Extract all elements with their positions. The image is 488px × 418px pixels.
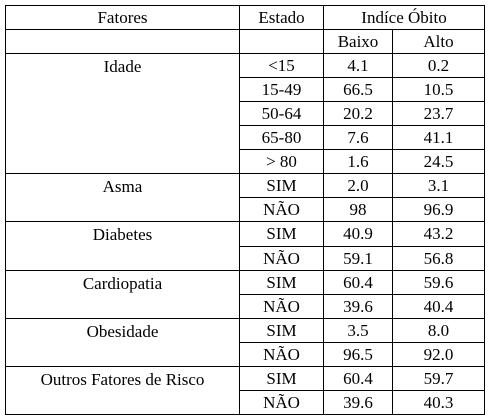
subheader-row: Baixo Alto	[5, 29, 486, 54]
subheader-empty-estado	[239, 29, 324, 54]
alto-cell: 3.1	[391, 173, 486, 199]
factor-cell: Obesidade	[5, 317, 240, 367]
alto-cell: 24.5	[391, 149, 486, 175]
subheader-empty-fatores	[5, 29, 240, 54]
alto-cell: 59.7	[391, 365, 486, 391]
alto-cell: 96.9	[391, 197, 486, 223]
alto-cell: 59.6	[391, 269, 486, 295]
table-row: Diabetes SIM 40.9 43.2	[5, 221, 486, 271]
header-indice-obito: Indíce Óbito	[322, 5, 486, 30]
table-row: 15-49 66.5 10.5	[6, 77, 486, 103]
header-estado: Estado	[239, 5, 324, 30]
baixo-cell: 3.5	[323, 317, 393, 343]
estado-cell: NÃO	[239, 293, 324, 319]
table-row: NÃO 98 96.9	[6, 197, 486, 223]
table-body: Idade <15 4.1 0.2 15-49 66.5 10.5 50-64 20.2 23.7…	[5, 52, 486, 416]
baixo-cell: 2.0	[323, 173, 393, 199]
estado-cell: SIM	[239, 365, 324, 391]
estado-cell: <15	[239, 52, 324, 79]
factor-cell: Cardiopatia	[5, 269, 240, 319]
estado-cell: NÃO	[239, 197, 324, 223]
baixo-cell: 4.1	[323, 52, 393, 79]
header-baixo: Baixo	[323, 29, 393, 54]
table-row: Obesidade SIM 3.5 8.0	[5, 317, 486, 367]
table-row: Asma SIM 2.0 3.1	[5, 173, 486, 223]
factor-cell: Asma	[5, 173, 240, 223]
estado-cell: 65-80	[239, 125, 324, 151]
alto-cell: 0.2	[391, 52, 486, 79]
estado-cell: SIM	[239, 221, 324, 247]
table-row: Idade <15 4.1 0.2	[5, 52, 486, 175]
alto-cell: 41.1	[391, 125, 486, 151]
alto-cell: 40.4	[391, 293, 486, 319]
factor-cell: Diabetes	[5, 221, 240, 271]
estado-cell: 50-64	[239, 101, 324, 127]
baixo-cell: 96.5	[323, 341, 393, 367]
estado-cell: SIM	[239, 317, 324, 343]
estado-cell: NÃO	[239, 245, 324, 271]
header-alto: Alto	[391, 29, 486, 54]
estado-cell: > 80	[239, 149, 324, 175]
baixo-cell: 59.1	[323, 245, 393, 271]
alto-cell: 56.8	[391, 245, 486, 271]
table-row: 50-64 20.2 23.7	[6, 101, 486, 127]
factor-cell: Outros Fatores de Risco	[5, 365, 240, 416]
baixo-cell: 66.5	[323, 77, 393, 103]
estado-cell: SIM	[239, 173, 324, 199]
table-row: NÃO 96.5 92.0	[6, 341, 486, 367]
baixo-cell: 7.6	[323, 125, 393, 151]
baixo-cell: 60.4	[323, 365, 393, 391]
alto-cell: 10.5	[391, 77, 486, 103]
estado-cell: 15-49	[239, 77, 324, 103]
header-row: Fatores Estado Indíce Óbito	[5, 5, 486, 30]
table-row: NÃO 59.1 56.8	[6, 245, 486, 271]
baixo-cell: 40.9	[323, 221, 393, 247]
header-fatores: Fatores	[5, 5, 240, 30]
alto-cell: 40.3	[391, 389, 486, 416]
estado-cell: NÃO	[239, 341, 324, 367]
baixo-cell: 20.2	[323, 101, 393, 127]
baixo-cell: 98	[323, 197, 393, 223]
risk-factors-table: Fatores Estado Indíce Óbito Baixo Alto I…	[5, 5, 486, 416]
table-row: Cardiopatia SIM 60.4 59.6	[5, 269, 486, 319]
table-row: 65-80 7.6 41.1	[6, 125, 486, 151]
table-row: NÃO 39.6 40.3	[6, 389, 486, 416]
table-row: NÃO 39.6 40.4	[6, 293, 486, 319]
table-row: Outros Fatores de Risco SIM 60.4 59.7	[5, 365, 486, 416]
baixo-cell: 60.4	[323, 269, 393, 295]
baixo-cell: 39.6	[323, 389, 393, 416]
alto-cell: 43.2	[391, 221, 486, 247]
alto-cell: 92.0	[391, 341, 486, 367]
baixo-cell: 1.6	[323, 149, 393, 175]
alto-cell: 23.7	[391, 101, 486, 127]
baixo-cell: 39.6	[323, 293, 393, 319]
alto-cell: 8.0	[391, 317, 486, 343]
factor-cell: Idade	[5, 52, 240, 175]
estado-cell: NÃO	[239, 389, 324, 416]
estado-cell: SIM	[239, 269, 324, 295]
table-row: > 80 1.6 24.5	[6, 149, 486, 175]
